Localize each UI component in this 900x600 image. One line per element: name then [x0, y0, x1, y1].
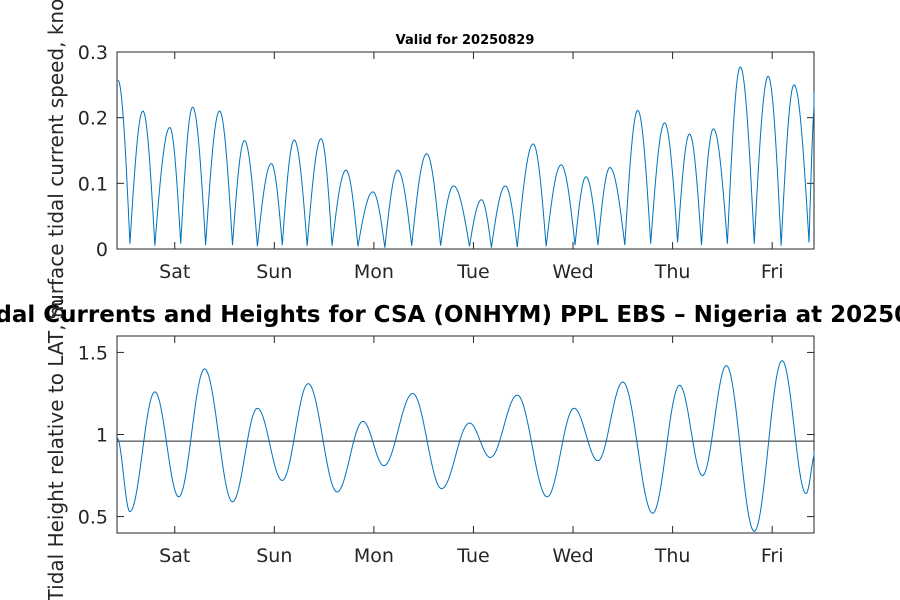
x-tick-label: Mon — [354, 261, 394, 283]
x-tick-label: Mon — [354, 545, 394, 567]
y-tick-label: 0.2 — [78, 108, 108, 130]
current-speed-line — [117, 66, 815, 248]
current-x-ticks: Sat Sun Mon Tue Wed Thu Fri — [159, 52, 784, 283]
tidal-height-panel: Tidal Currents and Heights for CSA (ONHY… — [0, 299, 900, 600]
current-panel-title: Valid for 20250829 — [396, 33, 535, 48]
y-tick-label: 0.1 — [78, 173, 108, 195]
x-tick-label: Tue — [456, 545, 489, 567]
x-tick-label: Sat — [159, 261, 190, 283]
current-axes-frame — [116, 51, 815, 250]
height-axes-frame — [116, 335, 815, 534]
x-tick-label: Sat — [159, 545, 190, 567]
current-y-ticks: 0 0.1 0.2 0.3 — [78, 42, 814, 261]
height-x-ticks: Sat Sun Mon Tue Wed Thu Fri — [159, 336, 784, 567]
current-y-axis-label: Surface tidal current speed, knots — [44, 0, 68, 320]
x-tick-label: Fri — [761, 545, 784, 567]
x-tick-label: Wed — [552, 545, 593, 567]
x-tick-label: Fri — [761, 261, 784, 283]
x-tick-label: Sun — [256, 545, 292, 567]
height-y-ticks: 0.5 1 1.5 — [78, 342, 814, 529]
x-tick-label: Thu — [654, 261, 691, 283]
y-tick-label: 0.3 — [78, 42, 108, 64]
y-tick-label: 0 — [96, 239, 108, 261]
y-tick-label: 0.5 — [78, 507, 108, 529]
x-tick-label: Tue — [456, 261, 489, 283]
y-tick-label: 1.5 — [78, 342, 108, 364]
main-title: Tidal Currents and Heights for CSA (ONHY… — [0, 302, 900, 328]
x-tick-label: Thu — [654, 545, 691, 567]
y-tick-label: 1 — [96, 425, 108, 447]
x-tick-label: Wed — [552, 261, 593, 283]
x-tick-label: Sun — [256, 261, 292, 283]
current-speed-panel: Valid for 20250829 0 0.1 0.2 0.3 Sat Sun Mon T… — [44, 0, 815, 320]
height-y-axis-label: Tidal Height relative to LAT, m — [44, 299, 68, 600]
tidal-height-line — [116, 360, 815, 532]
